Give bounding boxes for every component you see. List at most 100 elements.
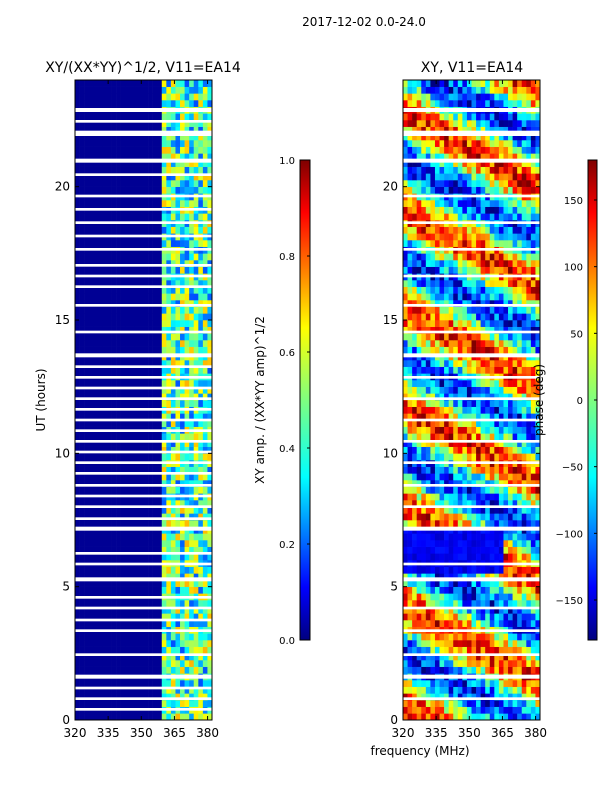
- heatmap-cell: [407, 333, 413, 341]
- heatmap-cell: [106, 393, 112, 401]
- heatmap-cell: [97, 506, 103, 514]
- heatmap-cell: [125, 166, 131, 174]
- heatmap-cell: [498, 280, 504, 287]
- heatmap-cell: [184, 420, 190, 427]
- heatmap-cell: [143, 393, 149, 401]
- heatmap-cell: [444, 480, 449, 487]
- heatmap-cell: [403, 606, 408, 614]
- heatmap-cell: [512, 713, 518, 721]
- heatmap-cell: [157, 153, 163, 161]
- heatmap-cell: [526, 453, 532, 461]
- heatmap-cell: [508, 633, 513, 641]
- heatmap-cell: [444, 553, 449, 561]
- heatmap-cell: [207, 620, 213, 627]
- heatmap-cell: [84, 286, 89, 294]
- heatmap-cell: [148, 533, 153, 541]
- heatmap-cell: [508, 446, 513, 454]
- heatmap-cell: [84, 253, 89, 261]
- heatmap-cell: [521, 393, 527, 401]
- heatmap-cell: [526, 633, 532, 641]
- heatmap-cell: [93, 466, 99, 474]
- heatmap-cell: [403, 513, 408, 521]
- heatmap-cell: [184, 713, 190, 721]
- heatmap-cell: [521, 340, 527, 347]
- heatmap-cell: [161, 146, 167, 154]
- heatmap-cell: [202, 520, 208, 527]
- heatmap-cell: [207, 513, 213, 521]
- heatmap-cell: [444, 633, 449, 641]
- heatmap-cell: [444, 580, 449, 587]
- heatmap-cell: [84, 360, 89, 367]
- heatmap-cell: [184, 400, 190, 407]
- heatmap-cell: [448, 500, 454, 507]
- heatmap-cell: [471, 513, 477, 521]
- heatmap-cell: [466, 633, 472, 641]
- heatmap-cell: [111, 466, 117, 474]
- heatmap-cell: [138, 646, 144, 654]
- heatmap-cell: [134, 200, 140, 207]
- heatmap-cell: [198, 646, 204, 654]
- heatmap-cell: [134, 473, 140, 481]
- heatmap-cell: [184, 700, 190, 707]
- heatmap-cell: [102, 186, 108, 194]
- heatmap-cell: [148, 660, 153, 667]
- heatmap-cell: [125, 180, 131, 187]
- heatmap-cell: [134, 333, 140, 341]
- heatmap-cell: [125, 100, 131, 107]
- heatmap-cell: [189, 566, 195, 574]
- heatmap-cell: [75, 713, 80, 721]
- heatmap-cell: [202, 380, 208, 387]
- heatmap-cell: [84, 166, 89, 174]
- heatmap-cell: [207, 300, 213, 307]
- heatmap-cell: [416, 640, 422, 647]
- heatmap-cell: [457, 306, 463, 314]
- heatmap-cell: [480, 440, 486, 447]
- heatmap-cell: [88, 606, 94, 614]
- heatmap-cell: [75, 646, 80, 654]
- heatmap-cell: [157, 540, 163, 547]
- heatmap-cell: [403, 480, 408, 487]
- heatmap-cell: [457, 646, 463, 654]
- heatmap-cell: [111, 240, 117, 247]
- heatmap-cell: [161, 566, 167, 574]
- flagged-gap: [75, 552, 212, 555]
- heatmap-cell: [476, 360, 481, 367]
- heatmap-cell: [503, 540, 509, 547]
- heatmap-cell: [157, 506, 163, 514]
- heatmap-cell: [425, 320, 431, 327]
- heatmap-cell: [161, 553, 167, 561]
- heatmap-cell: [457, 320, 463, 327]
- heatmap-cell: [444, 506, 449, 514]
- heatmap-cell: [106, 286, 112, 294]
- heatmap-cell: [407, 493, 413, 501]
- flagged-gap: [75, 450, 212, 454]
- heatmap-cell: [439, 400, 445, 407]
- heatmap-cell: [494, 400, 500, 407]
- heatmap-cell: [403, 333, 408, 341]
- heatmap-cell: [494, 506, 500, 514]
- heatmap-cell: [503, 686, 509, 694]
- heatmap-cell: [439, 693, 445, 701]
- heatmap-cell: [416, 546, 422, 554]
- heatmap-cell: [425, 680, 431, 687]
- heatmap-cell: [189, 313, 195, 321]
- heatmap-cell: [430, 300, 436, 307]
- heatmap-cell: [157, 606, 163, 614]
- heatmap-cell: [412, 660, 417, 667]
- heatmap-cell: [120, 366, 126, 374]
- heatmap-cell: [193, 500, 199, 507]
- heatmap-cell: [161, 100, 167, 107]
- heatmap-cell: [102, 686, 108, 694]
- heatmap-cell: [180, 326, 185, 334]
- heatmap-cell: [102, 480, 108, 487]
- heatmap-cell: [93, 640, 99, 647]
- heatmap-cell: [88, 506, 94, 514]
- heatmap-cell: [138, 226, 144, 234]
- heatmap-cell: [494, 613, 500, 621]
- heatmap-cell: [489, 306, 495, 314]
- heatmap-cell: [138, 286, 144, 294]
- heatmap-cell: [166, 466, 172, 474]
- heatmap-cell: [485, 706, 491, 714]
- heatmap-cell: [453, 606, 459, 614]
- heatmap-cell: [403, 500, 408, 507]
